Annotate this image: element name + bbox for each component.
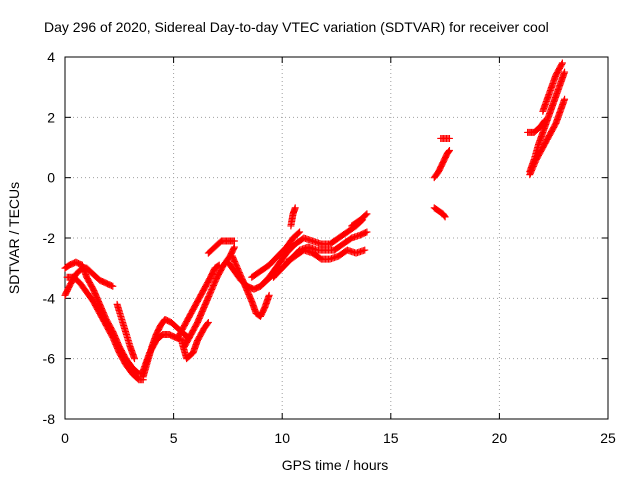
data-point (540, 118, 548, 126)
plot-frame (64, 56, 609, 420)
y-axis-label: SDTVAR / TECUs (6, 182, 22, 294)
y-tick-label: -2 (43, 230, 56, 246)
chart-title: Day 296 of 2020, Sidereal Day-to-day VTE… (44, 19, 549, 35)
x-tick-label: 20 (492, 430, 508, 446)
x-tick-label: 0 (61, 430, 69, 446)
data-point (561, 68, 569, 76)
data-point (107, 282, 115, 290)
data-point (265, 291, 273, 299)
y-tick-label: -8 (43, 411, 56, 427)
data-point (362, 229, 370, 237)
data-point (445, 148, 453, 156)
data-point (230, 243, 238, 251)
data-point (230, 244, 238, 252)
data-point (294, 229, 302, 237)
y-tick-label: 0 (47, 170, 55, 186)
data-point (291, 204, 299, 212)
plot-grid (65, 57, 608, 419)
x-axis-label: GPS time / hours (282, 457, 389, 473)
data-point (363, 210, 371, 218)
data-point (109, 282, 117, 290)
data-point (361, 246, 369, 254)
x-tick-label: 5 (170, 430, 178, 446)
data-point (230, 237, 238, 245)
data-point (203, 320, 211, 328)
y-tick-label: -6 (43, 351, 56, 367)
data-marks (61, 59, 569, 384)
plot-axes (64, 56, 609, 420)
y-tick-label: 4 (47, 49, 55, 65)
data-point (445, 147, 453, 155)
x-tick-label: 25 (600, 430, 616, 446)
x-tick-label: 10 (274, 430, 290, 446)
y-tick-label: -4 (43, 290, 56, 306)
y-tick-label: 2 (47, 109, 55, 125)
data-point (204, 318, 212, 326)
data-point (558, 60, 566, 68)
data-point (131, 355, 139, 363)
tick-labels: 0 5 10 15 20 25 -8 -6 -4 -2 0 2 4 (43, 49, 616, 446)
data-point (558, 59, 566, 67)
data-point (440, 212, 448, 220)
data-point (362, 211, 370, 219)
data-point (441, 213, 449, 221)
data-point (561, 95, 569, 103)
data-point (296, 228, 304, 236)
data-point (445, 134, 453, 142)
data-point (363, 228, 371, 236)
x-tick-label: 15 (383, 430, 399, 446)
data-point (541, 116, 549, 124)
